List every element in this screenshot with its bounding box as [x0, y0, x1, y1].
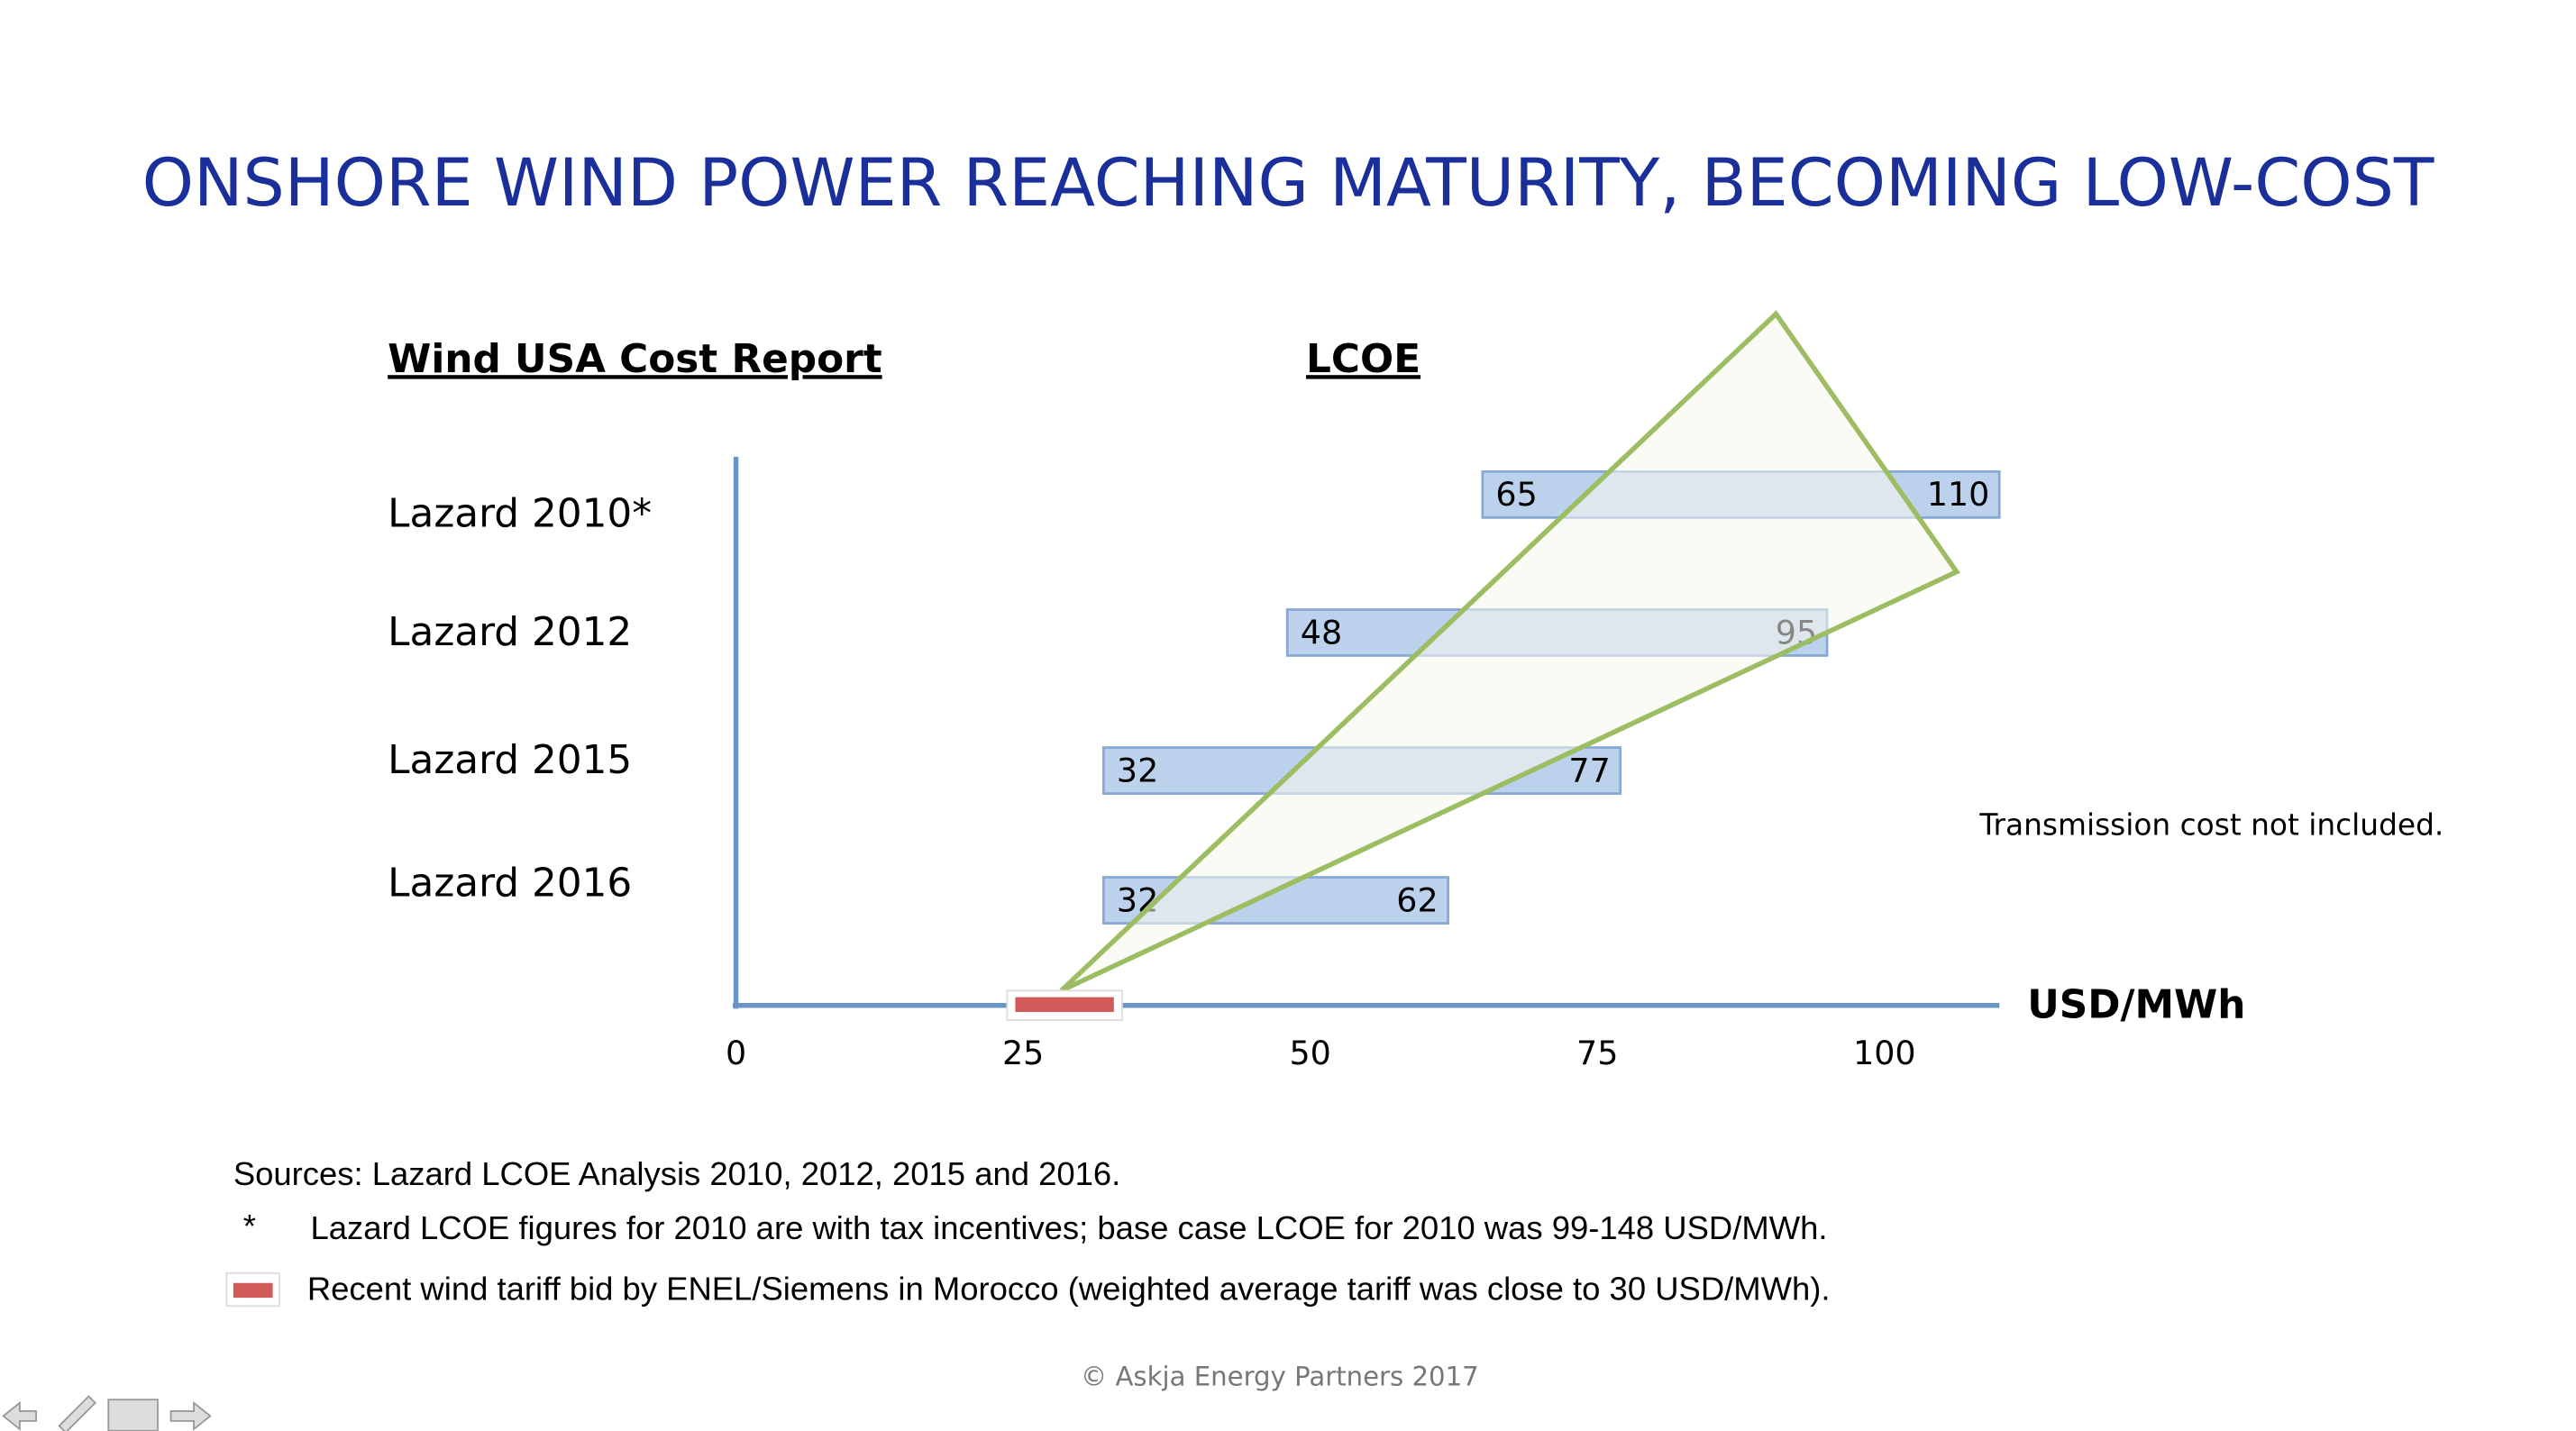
- high-label: 77: [1568, 751, 1610, 789]
- x-tick-label: 100: [1853, 1034, 1916, 1072]
- x-tick-label: 50: [1290, 1034, 1331, 1072]
- title: ONSHORE WIND POWER REACHING MATURITY, BE…: [142, 145, 2434, 222]
- subtitle-right: LCOE: [1306, 336, 1420, 382]
- nav-menu[interactable]: [107, 1399, 159, 1431]
- category-label: Lazard 2015: [388, 737, 632, 783]
- low-label: 65: [1495, 475, 1537, 514]
- tariff-marker: [1015, 997, 1114, 1012]
- x-tick-label: 25: [1002, 1034, 1044, 1072]
- legend-marker: [233, 1282, 273, 1299]
- copyright: © Askja Energy Partners 2017: [1081, 1361, 1479, 1391]
- nav-forward[interactable]: [169, 1400, 212, 1431]
- x-tick-label: 0: [726, 1034, 746, 1072]
- low-label: 48: [1301, 613, 1342, 652]
- nav-pen[interactable]: [58, 1395, 97, 1431]
- nav-icons: [2, 1395, 212, 1431]
- footnote-star-note: Lazard LCOE figures for 2010 are with ta…: [310, 1209, 1827, 1246]
- category-label: Lazard 2012: [388, 609, 632, 655]
- footnote-star: *: [243, 1208, 256, 1244]
- x-tick-label: 75: [1576, 1034, 1618, 1072]
- subtitle-left: Wind USA Cost Report: [388, 336, 882, 382]
- footnote-sources: Sources: Lazard LCOE Analysis 2010, 2012…: [233, 1155, 1121, 1192]
- category-label: Lazard 2010*: [388, 491, 652, 537]
- trend-triangle: [1059, 310, 1960, 993]
- footnote-marker-note: Recent wind tariff bid by ENEL/Siemens i…: [307, 1270, 1831, 1307]
- nav-back[interactable]: [2, 1400, 38, 1431]
- annotation: Transmission cost not included.: [1978, 808, 2444, 843]
- high-label: 62: [1396, 880, 1438, 919]
- low-label: 32: [1117, 751, 1158, 789]
- high-label: 110: [1927, 475, 1990, 514]
- category-label: Lazard 2016: [388, 861, 632, 907]
- x-axis-label: USD/MWh: [2027, 982, 2245, 1028]
